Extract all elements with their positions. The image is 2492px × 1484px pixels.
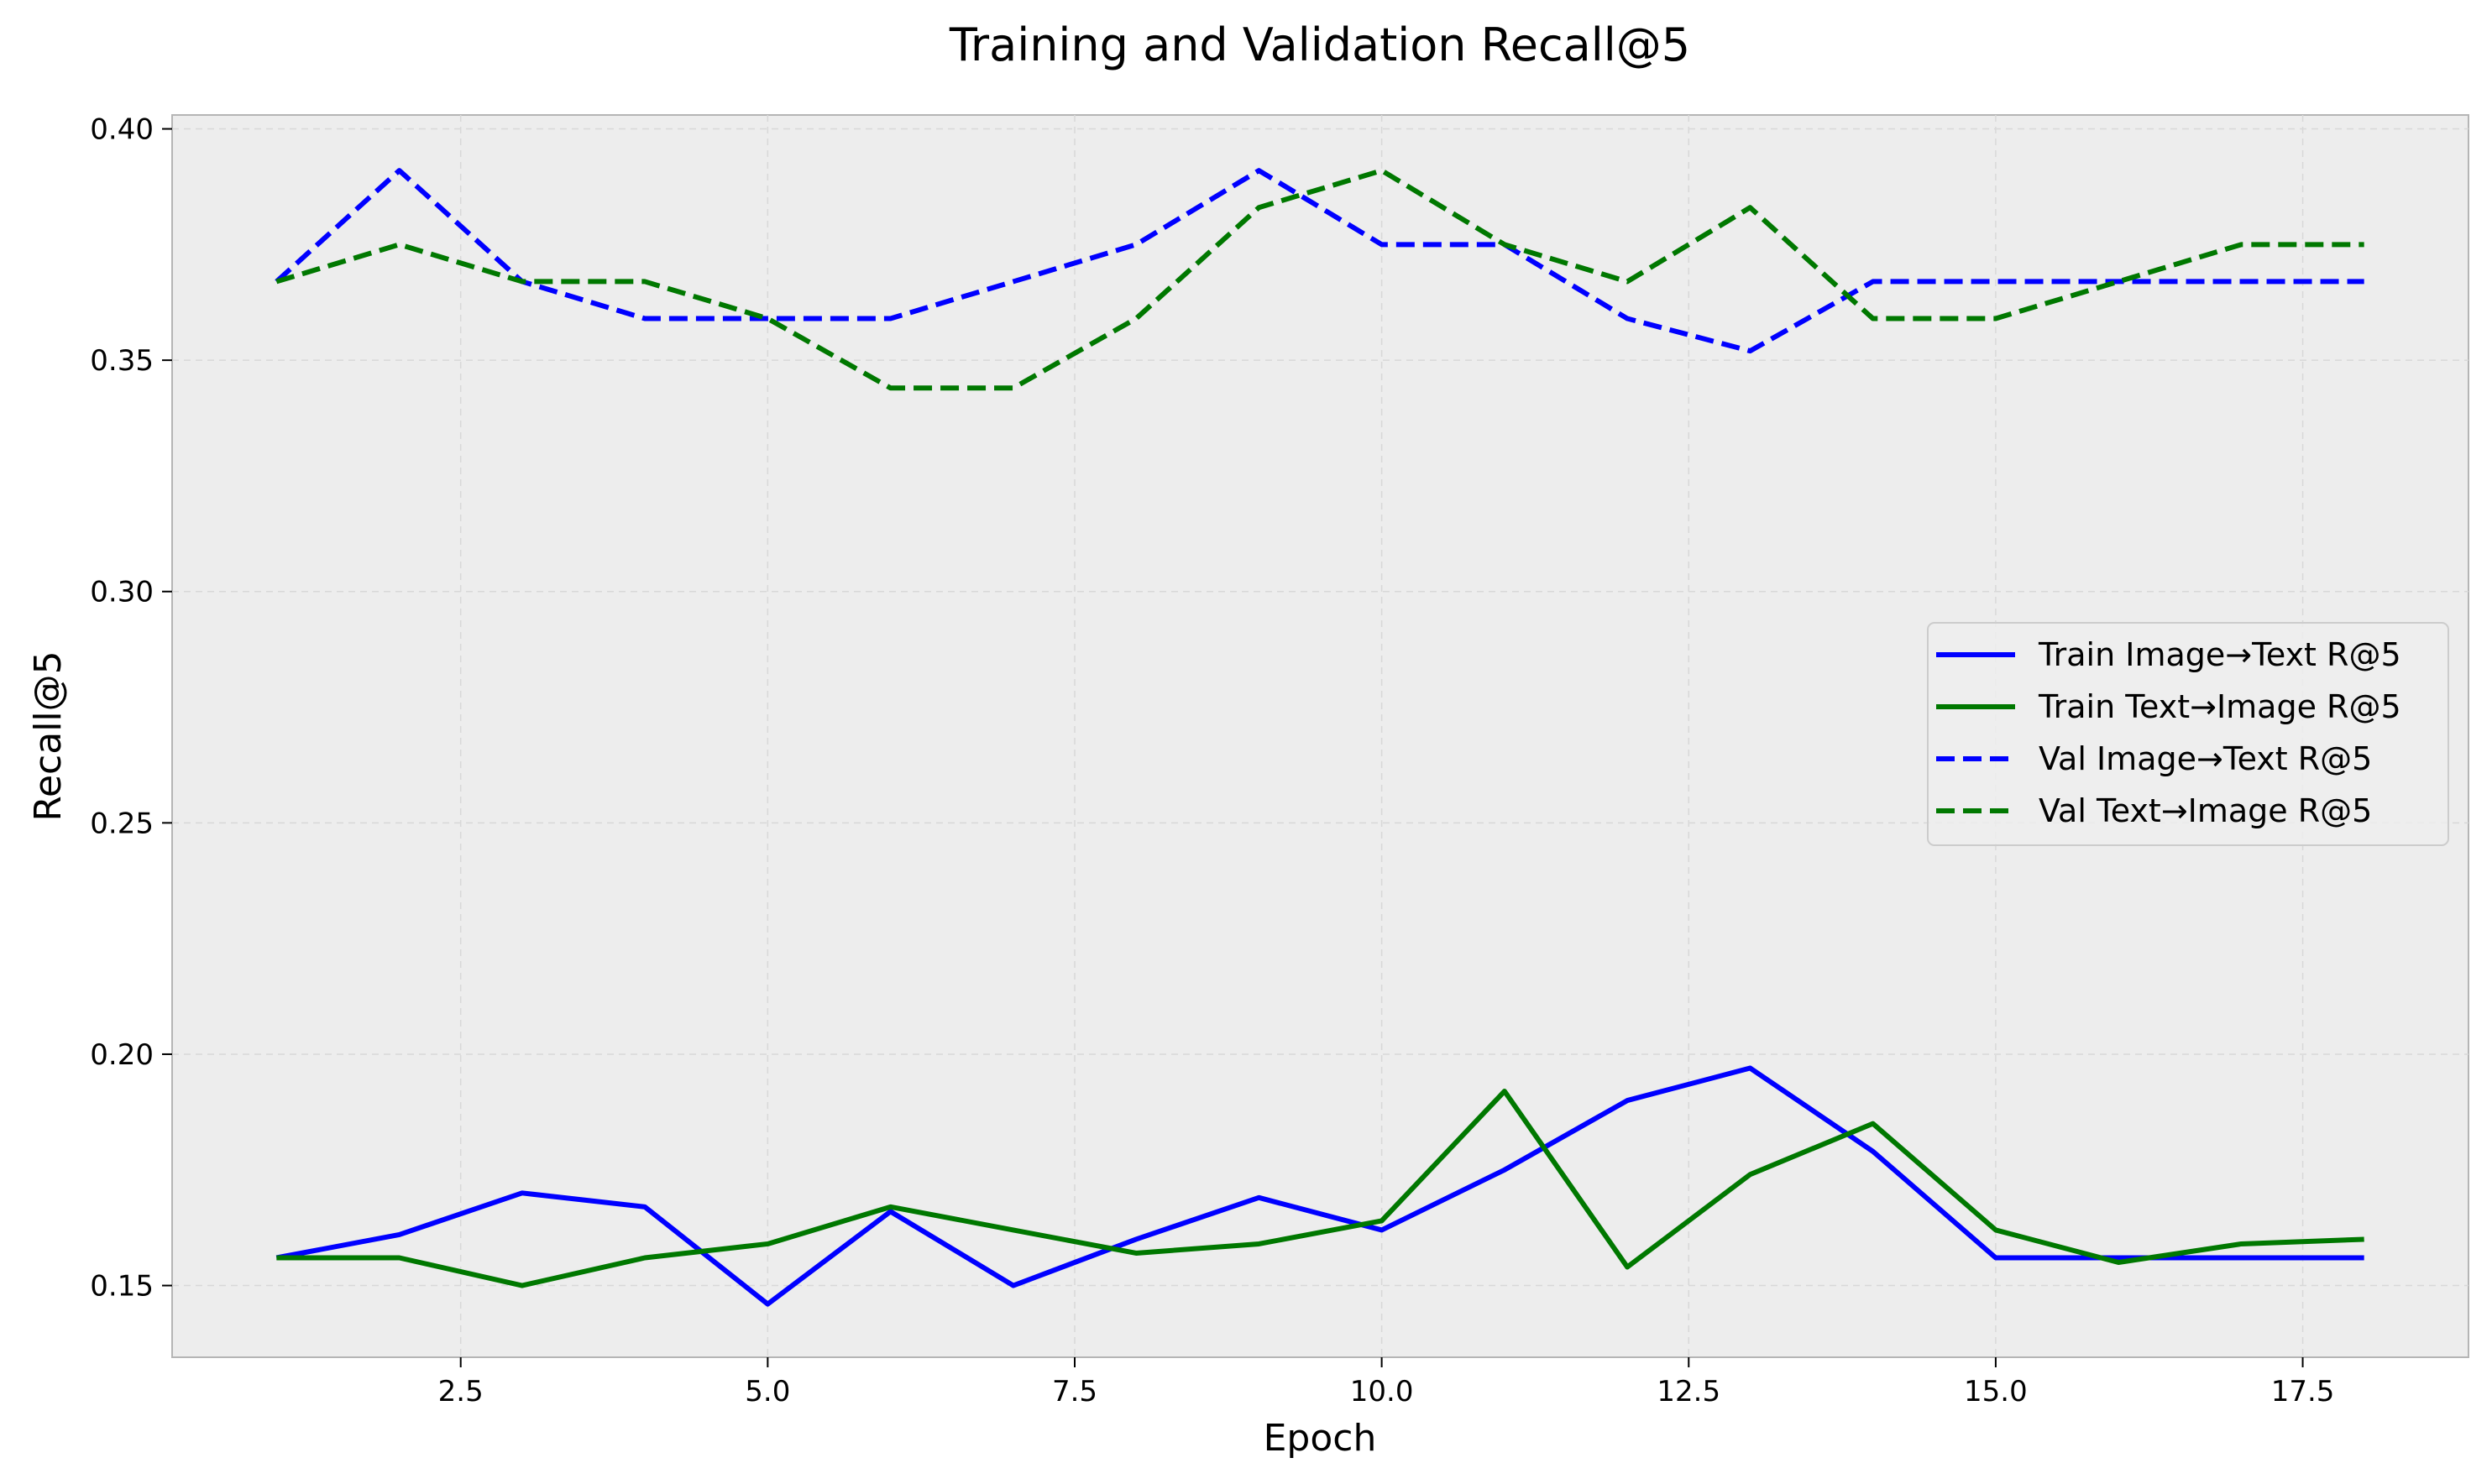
x-tick-label: 12.5: [1657, 1375, 1720, 1408]
legend-label: Val Image→Text R@5: [2039, 740, 2372, 777]
x-axis-label: Epoch: [1264, 1417, 1377, 1460]
y-tick-label: 0.40: [90, 113, 154, 147]
x-axis-ticks: 2.5 5.0 7.5 10.0 12.5 15.0 17.5: [438, 1357, 2335, 1408]
series-lines: [275, 168, 2364, 1307]
series-line-2: [276, 1089, 2364, 1288]
y-axis-ticks: 0.15 0.20 0.25 0.30 0.35 0.40: [90, 113, 172, 1304]
chart-title: Training and Validation Recall@5: [949, 18, 1690, 71]
x-tick-label: 10.0: [1350, 1375, 1414, 1408]
y-tick-label: 0.30: [90, 576, 154, 609]
legend-label: Val Text→Image R@5: [2039, 792, 2372, 829]
x-tick-label: 7.5: [1052, 1375, 1097, 1408]
legend-label: Train Image→Text R@5: [2038, 636, 2401, 673]
legend-items: Train Image→Text R@5 Train Text→Image R@5…: [1936, 636, 2401, 829]
series-line-4: [275, 168, 2364, 391]
y-tick-label: 0.35: [90, 344, 154, 378]
legend-box: [1927, 622, 2449, 846]
x-tick-label: 17.5: [2271, 1375, 2335, 1408]
legend: Train Image→Text R@5 Train Text→Image R@5…: [1927, 622, 2449, 846]
y-tick-label: 0.20: [90, 1038, 154, 1072]
x-tick-label: 5.0: [745, 1375, 790, 1408]
x-tick-label: 2.5: [438, 1375, 484, 1408]
gridlines: [172, 115, 2468, 1357]
legend-label: Train Text→Image R@5: [2038, 688, 2401, 725]
x-tick-label: 15.0: [1964, 1375, 2028, 1408]
y-tick-label: 0.15: [90, 1270, 154, 1304]
series-line-3: [275, 168, 2364, 354]
y-axis-label: Recall@5: [27, 651, 70, 821]
y-tick-label: 0.25: [90, 807, 154, 840]
series-line-1: [275, 1065, 2364, 1307]
